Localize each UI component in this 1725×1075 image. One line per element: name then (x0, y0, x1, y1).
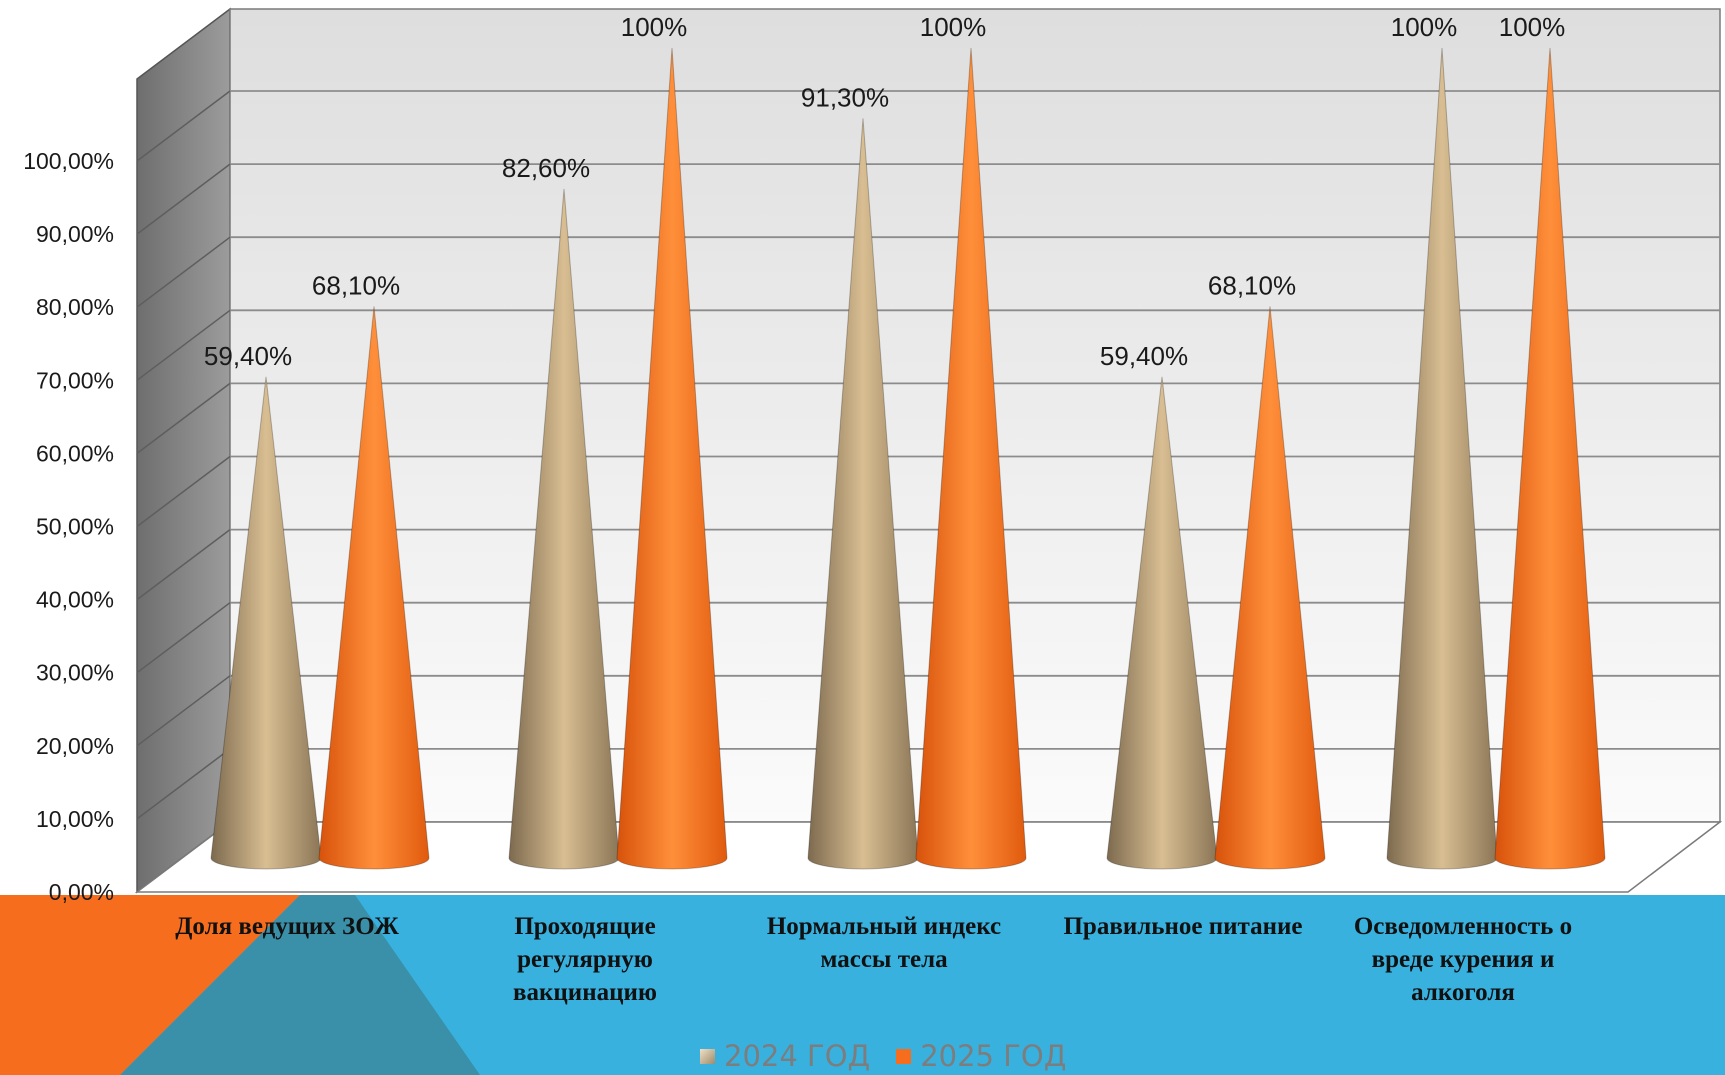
cone-2025-5 (1494, 47, 1606, 870)
cone-2024-2 (508, 188, 620, 870)
y-tick-label: 40,00% (36, 587, 114, 613)
legend-item-2025: 2025 ГОД (896, 1039, 1066, 1073)
data-label: 100% (1391, 12, 1458, 42)
gridline-side (136, 309, 231, 381)
cone-2024-4 (1106, 376, 1218, 870)
cone-2025-4 (1214, 306, 1326, 870)
data-label: 59,40% (204, 341, 292, 371)
gridline-side (136, 675, 231, 747)
legend-swatch-2024 (700, 1048, 715, 1064)
cone-2024-5 (1386, 47, 1498, 870)
legend-swatch-2025 (896, 1048, 912, 1064)
y-tick-label: 100,00% (23, 148, 114, 174)
y-tick-label: 10,00% (36, 806, 114, 832)
category-label: Нормальный индекс массы тела (766, 913, 1002, 973)
data-label: 91,30% (801, 82, 889, 112)
legend-label-2025: 2025 ГОД (920, 1039, 1067, 1073)
gridline-side (136, 529, 231, 601)
category-label: Осведомленность о вреде курения и алкого… (1353, 913, 1573, 1006)
y-tick-label: 0,00% (49, 879, 114, 905)
y-tick-label: 30,00% (36, 660, 114, 686)
category-label: Доля ведущих ЗОЖ (175, 913, 399, 940)
cone-2025-3 (915, 47, 1027, 870)
cone-2025-2 (616, 47, 728, 870)
data-label: 82,60% (502, 153, 590, 183)
category-label: Проходящие регулярную вакцинацию (512, 913, 658, 1006)
gridline-side (136, 602, 231, 674)
cone-2024-3 (807, 118, 919, 870)
y-tick-label: 50,00% (36, 514, 114, 540)
gridline-side (136, 455, 231, 528)
data-label: 100% (920, 12, 987, 42)
y-tick-label: 20,00% (36, 733, 114, 759)
y-tick-label: 90,00% (36, 221, 114, 247)
gridline-side (136, 748, 231, 820)
cone-2024-1 (210, 376, 322, 870)
legend-label-2024: 2024 ГОД (724, 1039, 871, 1073)
y-tick-label: 80,00% (36, 294, 114, 320)
bottom-decoration-band (0, 895, 1725, 1075)
gridline-side (136, 163, 231, 235)
gridline-side (136, 382, 231, 454)
data-label: 59,40% (1100, 341, 1188, 371)
data-label: 100% (621, 12, 688, 42)
legend: 2024 ГОД 2025 ГОД (700, 1038, 1092, 1074)
category-label: Правильное питание (1063, 913, 1303, 940)
y-tick-label: 60,00% (36, 440, 114, 466)
data-label: 68,10% (1208, 270, 1296, 300)
cone-2025-1 (318, 306, 430, 870)
y-tick-label: 70,00% (36, 367, 114, 393)
legend-item-2024: 2024 ГОД (700, 1039, 870, 1073)
data-label: 68,10% (312, 270, 400, 300)
data-label: 100% (1499, 12, 1566, 42)
gridline-side (136, 90, 231, 162)
gridline-side (136, 236, 231, 308)
